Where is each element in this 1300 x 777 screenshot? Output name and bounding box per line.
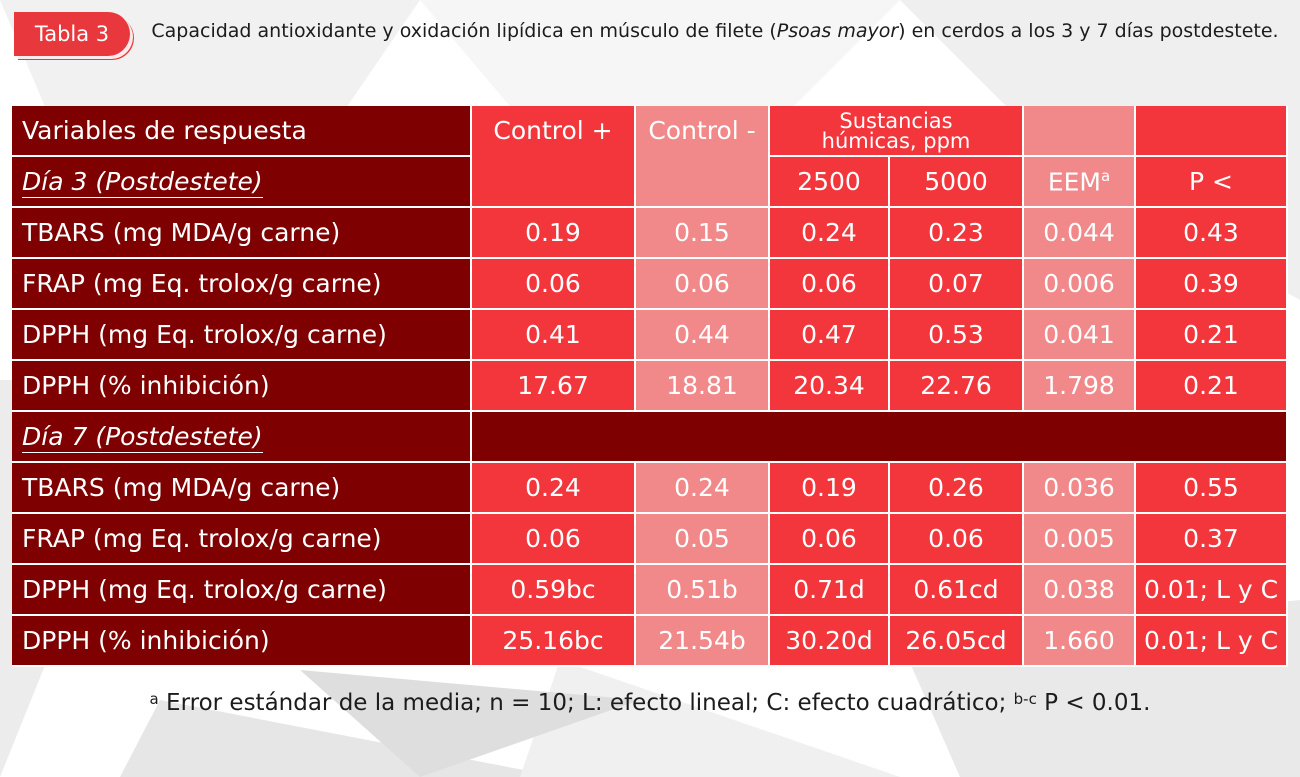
footnote-text-1: Error estándar de la media; n = 10; L: e… bbox=[158, 690, 1014, 716]
header-eem-label: EEM bbox=[1047, 167, 1101, 197]
dose-5000-cell: 0.06 bbox=[890, 514, 1025, 565]
header-eem-sup: a bbox=[1101, 166, 1111, 185]
footnote-text-2: P < 0.01. bbox=[1036, 690, 1151, 716]
control-negative-cell: 0.51b bbox=[636, 565, 770, 616]
header-dose-5000: 5000 bbox=[890, 157, 1025, 208]
control-negative-cell: 0.05 bbox=[636, 514, 770, 565]
caption-species: Psoas mayor bbox=[776, 20, 899, 42]
dose-5000-cell: 0.53 bbox=[890, 310, 1025, 361]
row-label: DPPH (mg Eq. trolox/g carne) bbox=[12, 565, 472, 616]
day3-row: FRAP (mg Eq. trolox/g carne) 0.06 0.06 0.06… bbox=[12, 259, 1289, 310]
day7-row: FRAP (mg Eq. trolox/g carne) 0.06 0.05 0.06… bbox=[12, 514, 1289, 565]
header-row-2: Día 3 (Postdestete) 2500 5000 EEMa P < bbox=[12, 157, 1289, 208]
header-control-negative: Control - bbox=[636, 106, 770, 208]
header-variables: Variables de respuesta bbox=[12, 106, 472, 157]
row-label: FRAP (mg Eq. trolox/g carne) bbox=[12, 259, 472, 310]
caption-text-2: ) en cerdos a los 3 y 7 días postdestete… bbox=[898, 20, 1279, 42]
dose-5000-cell: 0.61cd bbox=[890, 565, 1025, 616]
table-caption: Capacidad antioxidante y oxidación lipíd… bbox=[140, 20, 1290, 43]
day7-row: DPPH (mg Eq. trolox/g carne) 0.59bc 0.51b 0… bbox=[12, 565, 1289, 616]
table-footnote: a Error estándar de la media; n = 10; L:… bbox=[0, 690, 1300, 716]
control-positive-cell: 0.24 bbox=[472, 463, 636, 514]
row-label: DPPH (mg Eq. trolox/g carne) bbox=[12, 310, 472, 361]
header-dose-2500: 2500 bbox=[770, 157, 890, 208]
header-row-1: Variables de respuesta Control + Control… bbox=[12, 106, 1289, 208]
control-positive-cell: 0.06 bbox=[472, 259, 636, 310]
header-eem: EEMa bbox=[1024, 157, 1137, 208]
caption-text-1: Capacidad antioxidante y oxidación lipíd… bbox=[151, 20, 777, 42]
p-value-cell: 0.39 bbox=[1136, 259, 1289, 310]
day3-row: TBARS (mg MDA/g carne) 0.19 0.15 0.24 0.23 0.… bbox=[12, 208, 1289, 259]
control-negative-cell: 0.44 bbox=[636, 310, 770, 361]
eem-cell: 1.798 bbox=[1024, 361, 1137, 412]
header-humic-line2: húmicas, ppm bbox=[821, 128, 971, 153]
header-humic-substances: Sustancias húmicas, ppm bbox=[770, 106, 1025, 157]
row-label: FRAP (mg Eq. trolox/g carne) bbox=[12, 514, 472, 565]
row-label: DPPH (% inhibición) bbox=[12, 361, 472, 412]
dose-2500-cell: 0.24 bbox=[770, 208, 890, 259]
eem-cell: 0.036 bbox=[1024, 463, 1137, 514]
footnote-sup-bc: b-c bbox=[1013, 690, 1037, 708]
p-value-cell: 0.55 bbox=[1136, 463, 1289, 514]
data-table: Variables de respuesta Control + Control… bbox=[12, 106, 1289, 667]
control-negative-cell: 18.81 bbox=[636, 361, 770, 412]
dose-2500-cell: 0.19 bbox=[770, 463, 890, 514]
day3-label: Día 3 (Postdestete) bbox=[22, 167, 263, 198]
header-eem-top bbox=[1024, 106, 1137, 157]
dose-5000-cell: 22.76 bbox=[890, 361, 1025, 412]
eem-cell: 0.044 bbox=[1024, 208, 1137, 259]
row-label: TBARS (mg MDA/g carne) bbox=[12, 463, 472, 514]
dose-2500-cell: 0.47 bbox=[770, 310, 890, 361]
p-value-cell: 0.21 bbox=[1136, 361, 1289, 412]
day7-band-row: Día 7 (Postdestete) bbox=[12, 412, 1289, 463]
day7-label: Día 7 (Postdestete) bbox=[22, 422, 263, 453]
dose-2500-cell: 0.06 bbox=[770, 259, 890, 310]
control-positive-cell: 0.59bc bbox=[472, 565, 636, 616]
p-value-cell: 0.43 bbox=[1136, 208, 1289, 259]
control-positive-cell: 0.06 bbox=[472, 514, 636, 565]
eem-cell: 0.041 bbox=[1024, 310, 1137, 361]
day3-row: DPPH (mg Eq. trolox/g carne) 0.41 0.44 0.47… bbox=[12, 310, 1289, 361]
day3-row: DPPH (% inhibición) 17.67 18.81 20.34 22.76 1… bbox=[12, 361, 1289, 412]
dose-2500-cell: 30.20d bbox=[770, 616, 890, 667]
control-negative-cell: 0.15 bbox=[636, 208, 770, 259]
row-label: DPPH (% inhibición) bbox=[12, 616, 472, 667]
row-label: TBARS (mg MDA/g carne) bbox=[12, 208, 472, 259]
day7-row: DPPH (% inhibición) 25.16bc 21.54b 30.20d 26… bbox=[12, 616, 1289, 667]
p-value-cell: 0.01; L y C bbox=[1136, 616, 1289, 667]
day7-band-fill bbox=[472, 412, 1289, 463]
dose-2500-cell: 0.71d bbox=[770, 565, 890, 616]
p-value-cell: 0.01; L y C bbox=[1136, 565, 1289, 616]
header-p: P < bbox=[1136, 157, 1289, 208]
control-positive-cell: 0.19 bbox=[472, 208, 636, 259]
eem-cell: 0.005 bbox=[1024, 514, 1137, 565]
dose-2500-cell: 20.34 bbox=[770, 361, 890, 412]
footnote-sup-a: a bbox=[149, 690, 159, 708]
p-value-cell: 0.37 bbox=[1136, 514, 1289, 565]
table-number-label: Tabla 3 bbox=[34, 22, 110, 46]
header-humic-line1: Sustancias bbox=[839, 108, 953, 133]
eem-cell: 0.038 bbox=[1024, 565, 1137, 616]
control-positive-cell: 17.67 bbox=[472, 361, 636, 412]
control-negative-cell: 0.06 bbox=[636, 259, 770, 310]
header-p-top bbox=[1136, 106, 1289, 157]
dose-2500-cell: 0.06 bbox=[770, 514, 890, 565]
dose-5000-cell: 0.07 bbox=[890, 259, 1025, 310]
dose-5000-cell: 26.05cd bbox=[890, 616, 1025, 667]
day3-label-cell: Día 3 (Postdestete) bbox=[12, 157, 472, 208]
day7-label-cell: Día 7 (Postdestete) bbox=[12, 412, 472, 463]
header-control-positive: Control + bbox=[472, 106, 636, 208]
p-value-cell: 0.21 bbox=[1136, 310, 1289, 361]
eem-cell: 1.660 bbox=[1024, 616, 1137, 667]
control-positive-cell: 0.41 bbox=[472, 310, 636, 361]
day7-row: TBARS (mg MDA/g carne) 0.24 0.24 0.19 0.26 0.… bbox=[12, 463, 1289, 514]
eem-cell: 0.006 bbox=[1024, 259, 1137, 310]
table-number-tag: Tabla 3 bbox=[14, 12, 130, 56]
dose-5000-cell: 0.26 bbox=[890, 463, 1025, 514]
dose-5000-cell: 0.23 bbox=[890, 208, 1025, 259]
control-positive-cell: 25.16bc bbox=[472, 616, 636, 667]
control-negative-cell: 0.24 bbox=[636, 463, 770, 514]
control-negative-cell: 21.54b bbox=[636, 616, 770, 667]
